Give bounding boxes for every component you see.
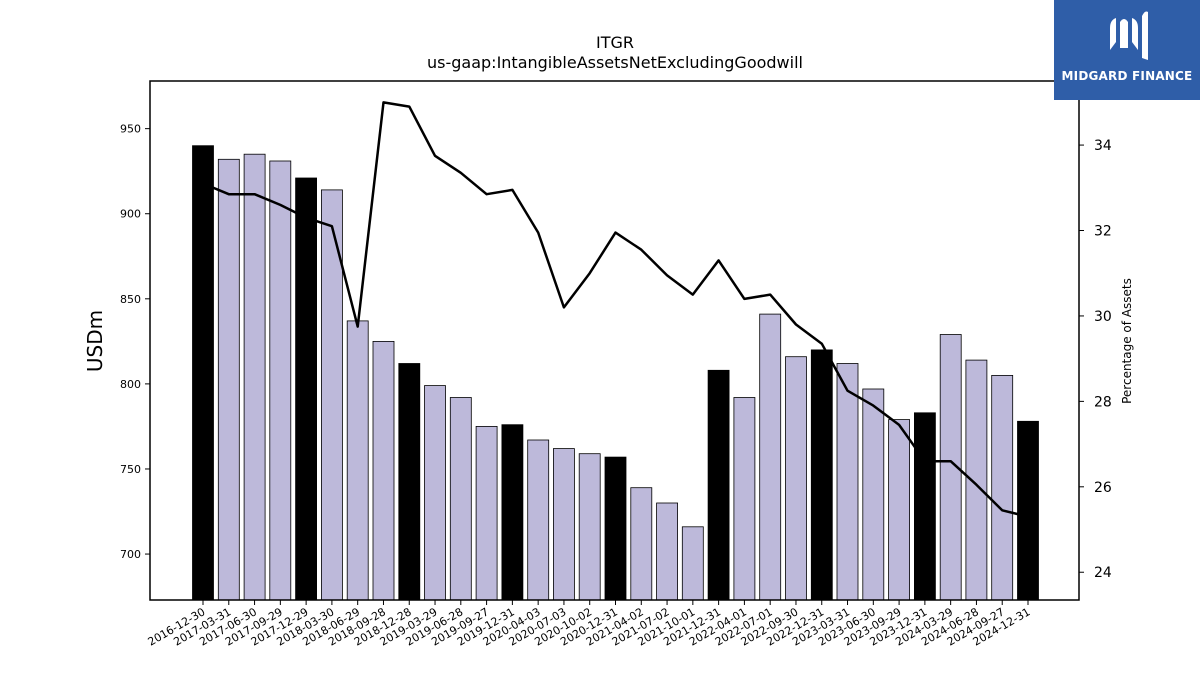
y-axis-label: USDm: [83, 310, 107, 372]
bar-2020-04-03: [527, 439, 550, 601]
bar-2017-03-31: [217, 158, 240, 601]
bar-2017-09-29: [269, 160, 292, 601]
bar-2021-07-02: [656, 502, 678, 601]
bar-2019-03-29: [424, 385, 446, 601]
bar-2023-12-31: [914, 412, 936, 601]
bar-2018-06-29: [346, 320, 369, 601]
y2-tick-label: 34: [1094, 138, 1112, 154]
y-tick-label: 750: [120, 463, 141, 476]
bar-2020-10-02: [578, 453, 601, 601]
y-tick-label: 700: [120, 548, 141, 561]
chart-subtitle: us-gaap:IntangibleAssetsNetExcludingGood…: [427, 53, 803, 72]
x-axis: 2016-12-302017-03-312017-06-302017-09-29…: [146, 600, 1033, 649]
bar-2024-06-28: [965, 359, 988, 601]
bar-2018-12-28: [398, 363, 421, 601]
y-tick-label: 800: [120, 378, 141, 391]
percentage-line-series: [202, 101, 1029, 518]
bar-2022-09-30: [785, 356, 807, 601]
midgard-logo-icon: [1110, 11, 1148, 60]
bar-2022-04-01: [733, 397, 756, 601]
y-axis: 700 750 800 850 900 950: [120, 123, 150, 561]
bar-2023-09-29: [888, 419, 910, 601]
y2-tick-label: 32: [1094, 224, 1112, 240]
bar-2019-06-28: [449, 397, 472, 601]
bar-2021-10-01: [681, 526, 704, 601]
bar-2022-12-31: [810, 349, 833, 601]
bar-2016-12-30: [192, 145, 214, 601]
y-tick-label: 900: [120, 208, 141, 221]
bar-2023-06-30: [862, 388, 885, 601]
bar-2020-07-03: [553, 448, 575, 601]
bar-2018-09-28: [372, 340, 395, 601]
bar-2019-12-31: [501, 424, 524, 601]
percentage-line: [202, 101, 1029, 518]
bar-2021-04-02: [630, 487, 653, 601]
y2-axis: 24 26 28 30 32 34: [1079, 138, 1112, 581]
bar-2021-12-31: [707, 369, 730, 601]
bar-2019-09-27: [475, 425, 498, 601]
y-tick-label: 950: [120, 123, 141, 136]
brand-logo: MIDGARD FINANCE: [1054, 0, 1200, 100]
bar-2023-03-31: [836, 363, 859, 601]
bar-2017-06-30: [243, 153, 266, 601]
bar-2020-12-31: [604, 456, 627, 601]
y2-tick-label: 24: [1094, 565, 1112, 581]
y2-axis-label: Percentage of Assets: [1120, 278, 1134, 404]
brand-name: MIDGARD FINANCE: [1061, 69, 1193, 83]
y2-tick-label: 26: [1094, 480, 1112, 496]
bar-series: [192, 145, 1039, 601]
y-tick-label: 850: [120, 293, 141, 306]
bar-2017-12-29: [295, 177, 318, 601]
y2-tick-label: 30: [1094, 309, 1112, 325]
plot-frame: [149, 80, 1080, 601]
bar-2024-09-27: [991, 374, 1014, 601]
chart-title: ITGR: [596, 33, 634, 52]
bar-2022-07-01: [759, 313, 782, 601]
y2-tick-label: 28: [1094, 394, 1112, 410]
bar-2024-12-31: [1017, 420, 1039, 601]
